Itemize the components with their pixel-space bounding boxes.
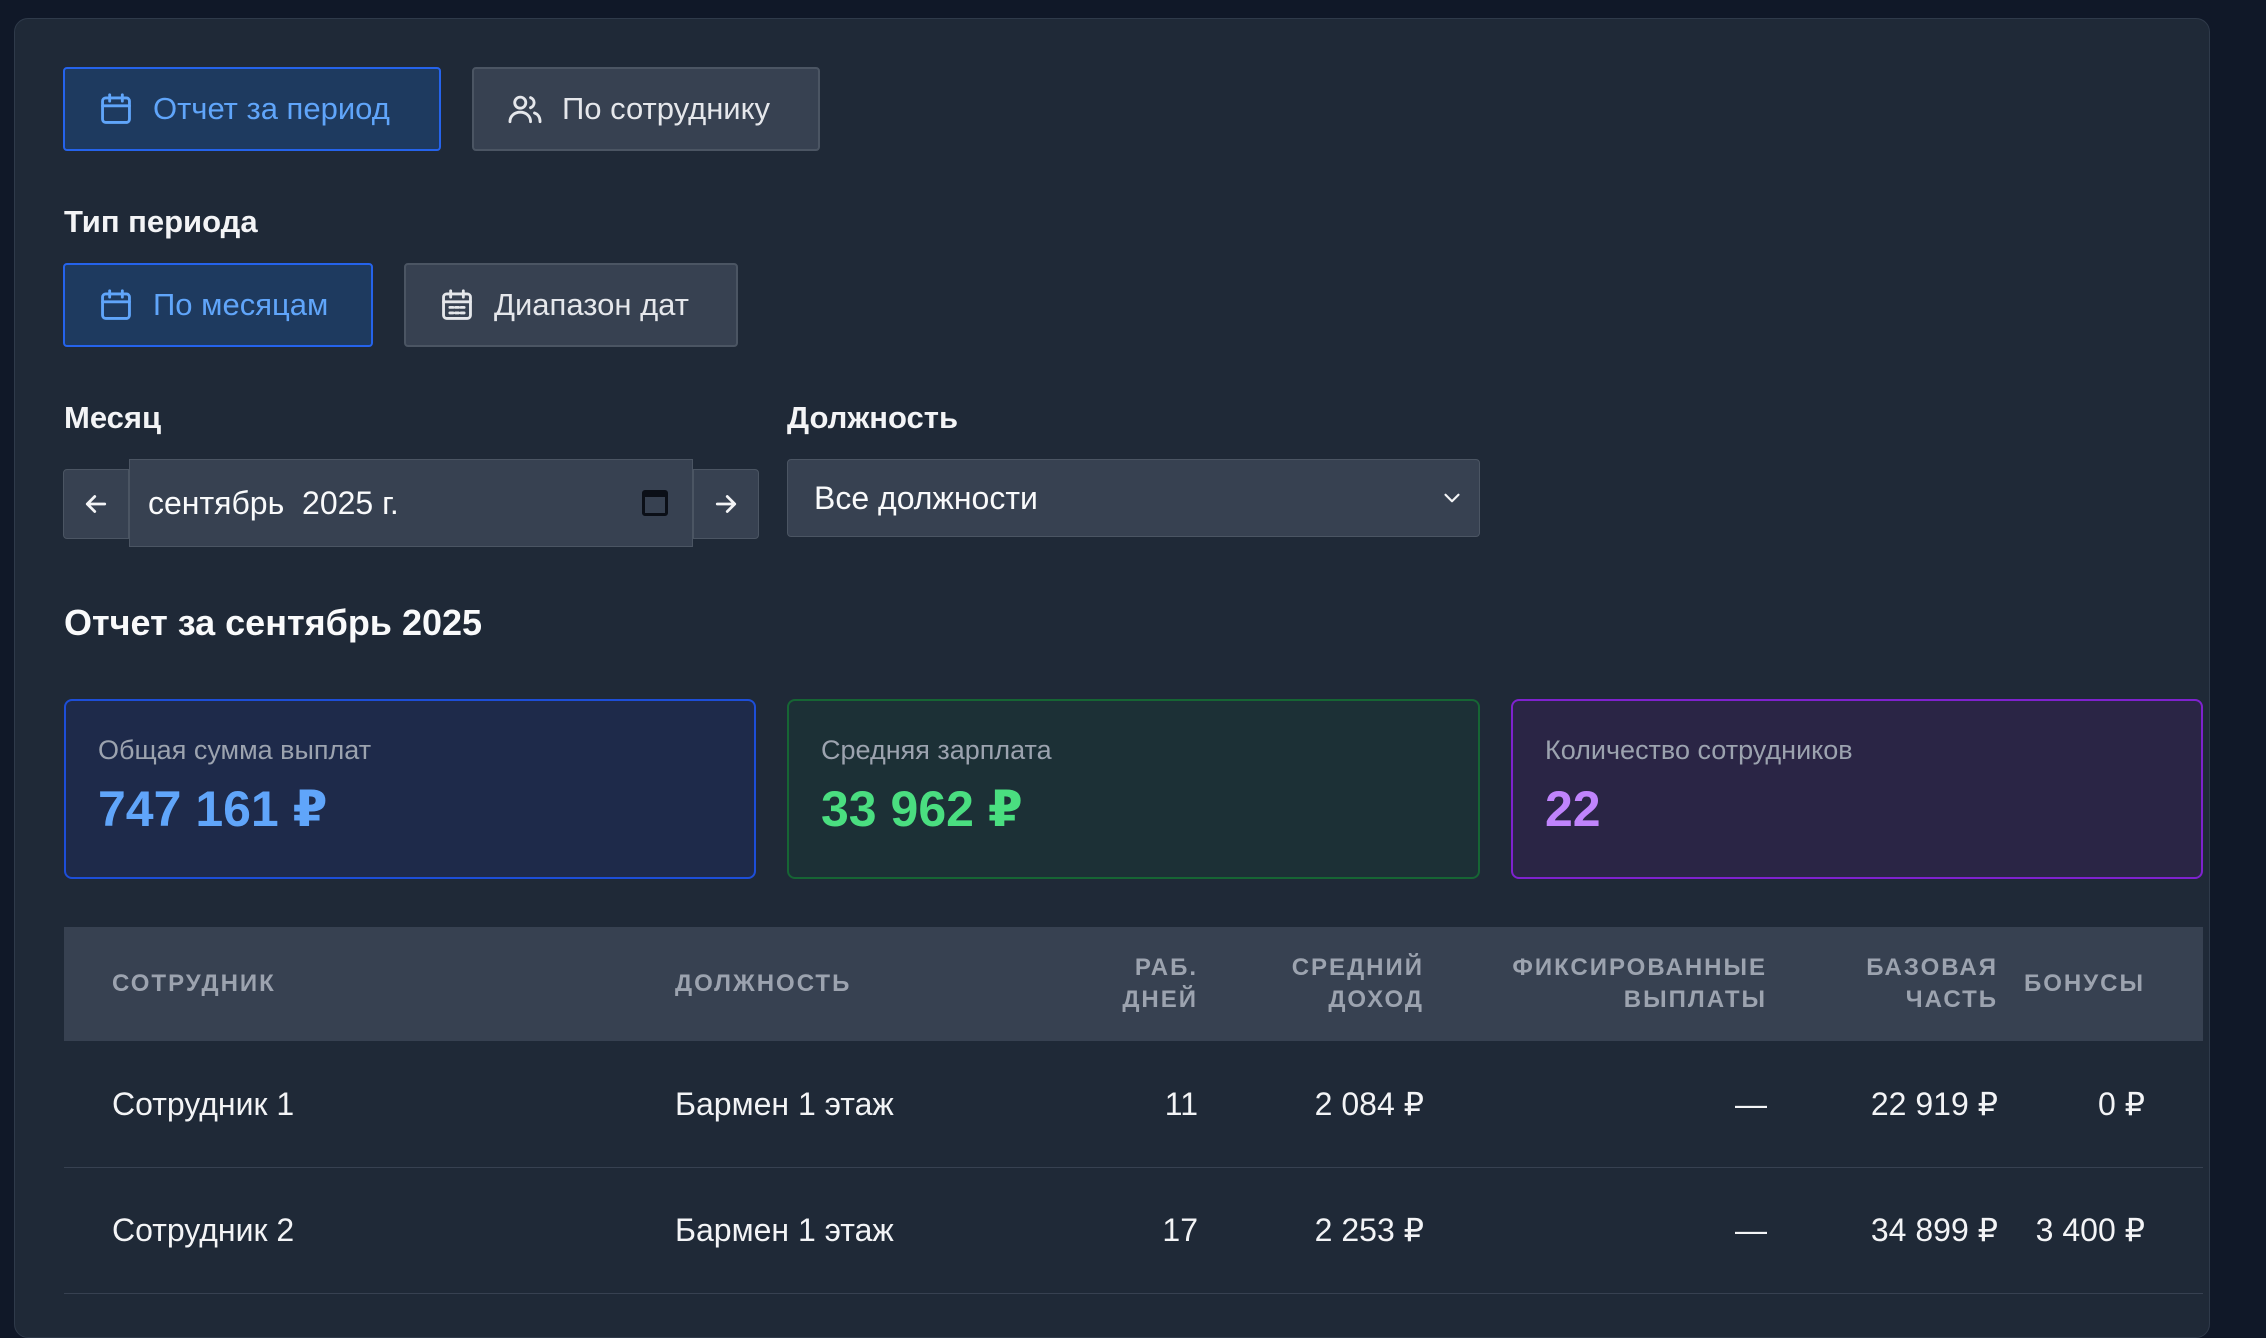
employee-count-card: Количество сотрудников 22 <box>1511 699 2203 879</box>
cell-avg-income: 2 253 ₽ <box>1314 1212 1424 1248</box>
header-avg-income[interactable]: СРЕДНИЙ ДОХОД <box>1292 952 1424 1016</box>
report-panel <box>14 18 2210 1338</box>
period-date-range-button[interactable]: Диапазон дат <box>404 263 738 347</box>
header-work-days[interactable]: РАБ. ДНЕЙ <box>1122 952 1198 1016</box>
position-label: Должность <box>787 400 959 435</box>
cell-employee: Сотрудник 1 <box>112 1086 295 1122</box>
average-salary-title: Средняя зарплата <box>821 735 1052 765</box>
employee-count-title: Количество сотрудников <box>1545 735 1853 765</box>
cell-bonuses: 0 ₽ <box>2097 1086 2145 1122</box>
tab-by-employee-label: По сотруднику <box>562 91 771 126</box>
average-salary-card: Средняя зарплата 33 962 ₽ <box>787 699 1480 879</box>
header-position[interactable]: ДОЛЖНОСТЬ <box>675 970 852 997</box>
tab-by-employee[interactable]: По сотруднику <box>472 67 820 151</box>
month-picker: сентябрь 2025 г. <box>63 459 759 547</box>
period-date-range-label: Диапазон дат <box>494 287 689 322</box>
cell-work-days: 17 <box>1162 1212 1198 1248</box>
position-select[interactable]: Все должности <box>787 459 1480 537</box>
header-avg-income-line1: СРЕДНИЙ <box>1291 954 1424 981</box>
cell-employee: Сотрудник 2 <box>112 1212 295 1248</box>
period-by-months-label: По месяцам <box>153 287 329 322</box>
month-label: Месяц <box>64 400 162 435</box>
month-input[interactable]: сентябрь 2025 г. <box>129 459 693 547</box>
header-fixed-payments[interactable]: ФИКСИРОВАННЫЕ ВЫПЛАТЫ <box>1512 952 1767 1016</box>
total-payout-title: Общая сумма выплат <box>98 735 372 765</box>
position-select-value: Все должности <box>814 479 1038 516</box>
table-row[interactable]: Сотрудник 2 Бармен 1 этаж 17 2 253 ₽ — 3… <box>64 1168 2203 1294</box>
average-salary-value: 33 962 ₽ <box>821 781 1023 837</box>
cell-base-part: 34 899 ₽ <box>1870 1212 1998 1248</box>
header-avg-income-line2: ДОХОД <box>1328 986 1424 1013</box>
calendar-picker-icon[interactable] <box>642 490 668 516</box>
period-type-label: Тип периода <box>64 204 258 239</box>
report-title: Отчет за сентябрь 2025 <box>64 602 483 643</box>
table-header: СОТРУДНИК ДОЛЖНОСТЬ РАБ. ДНЕЙ СРЕДНИЙ ДО… <box>64 927 2203 1041</box>
previous-month-button[interactable] <box>63 469 129 539</box>
period-by-months-button[interactable]: По месяцам <box>63 263 373 347</box>
total-payout-value: 747 161 ₽ <box>98 781 328 837</box>
cell-work-days: 11 <box>1164 1086 1198 1122</box>
cell-fixed-payments: — <box>1735 1212 1767 1248</box>
header-fixed-payments-line1: ФИКСИРОВАННЫЕ <box>1512 954 1767 981</box>
cell-bonuses: 3 400 ₽ <box>2035 1212 2145 1248</box>
header-work-days-line2: ДНЕЙ <box>1122 986 1198 1013</box>
header-work-days-line1: РАБ. <box>1134 954 1198 981</box>
header-base-part[interactable]: БАЗОВАЯ ЧАСТЬ <box>1866 952 1998 1016</box>
calendar-icon <box>101 93 131 124</box>
calendar-icon <box>101 289 131 320</box>
tab-period-report-label: Отчет за период <box>153 91 390 126</box>
table-row[interactable]: Сотрудник 1 Бармен 1 этаж 11 2 084 ₽ — 2… <box>64 1041 2203 1168</box>
header-bonuses[interactable]: БОНУСЫ <box>2023 970 2145 997</box>
arrow-right-icon <box>715 495 737 513</box>
cell-position: Бармен 1 этаж <box>675 1086 894 1122</box>
cell-avg-income: 2 084 ₽ <box>1314 1086 1424 1122</box>
salary-table: СОТРУДНИК ДОЛЖНОСТЬ РАБ. ДНЕЙ СРЕДНИЙ ДО… <box>64 927 2203 1307</box>
header-base-part-line1: БАЗОВАЯ <box>1866 954 1998 981</box>
total-payout-card: Общая сумма выплат 747 161 ₽ <box>64 699 756 879</box>
employee-count-value: 22 <box>1545 781 1601 837</box>
month-input-value: сентябрь 2025 г. <box>148 484 399 521</box>
cell-position: Бармен 1 этаж <box>675 1212 894 1248</box>
calendar-days-icon <box>442 289 472 320</box>
chevron-down-icon <box>1444 493 1460 503</box>
header-fixed-payments-line2: ВЫПЛАТЫ <box>1623 986 1767 1013</box>
header-employee[interactable]: СОТРУДНИК <box>112 970 276 997</box>
cell-fixed-payments: — <box>1735 1086 1767 1122</box>
tab-period-report[interactable]: Отчет за период <box>63 67 441 151</box>
arrow-left-icon <box>85 495 107 513</box>
users-icon <box>508 95 542 124</box>
next-month-button[interactable] <box>693 469 759 539</box>
header-base-part-line2: ЧАСТЬ <box>1905 986 1998 1013</box>
cell-base-part: 22 919 ₽ <box>1870 1086 1998 1122</box>
